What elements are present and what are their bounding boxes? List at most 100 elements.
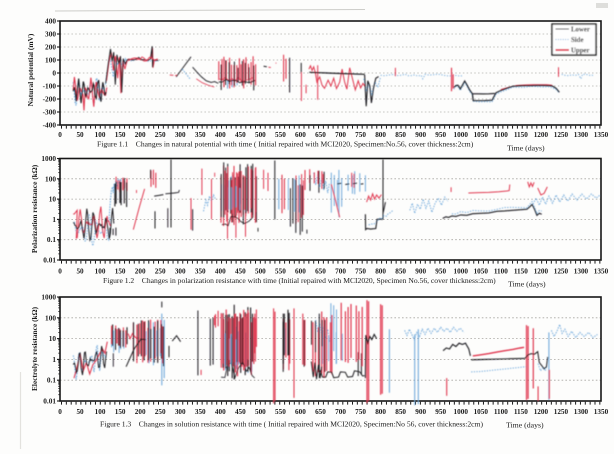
svg-text:50: 50 bbox=[76, 408, 84, 416]
svg-text:50: 50 bbox=[76, 131, 84, 139]
svg-text:1100: 1100 bbox=[494, 268, 508, 276]
svg-text:350: 350 bbox=[195, 131, 206, 139]
svg-text:450: 450 bbox=[235, 268, 246, 276]
svg-text:50: 50 bbox=[76, 268, 84, 276]
svg-text:1: 1 bbox=[52, 215, 56, 224]
svg-text:550: 550 bbox=[275, 408, 286, 416]
svg-text:400: 400 bbox=[215, 268, 226, 276]
svg-text:900: 900 bbox=[415, 268, 426, 276]
svg-text:800: 800 bbox=[375, 408, 386, 416]
svg-text:100: 100 bbox=[45, 56, 56, 65]
svg-text:150: 150 bbox=[115, 408, 126, 416]
svg-text:10: 10 bbox=[49, 195, 57, 204]
svg-text:1350: 1350 bbox=[594, 268, 609, 276]
svg-text:950: 950 bbox=[435, 408, 446, 416]
svg-text:1000: 1000 bbox=[454, 131, 469, 139]
svg-text:1150: 1150 bbox=[514, 131, 528, 139]
svg-text:100: 100 bbox=[95, 131, 106, 139]
svg-text:450: 450 bbox=[235, 408, 246, 416]
svg-text:700: 700 bbox=[335, 131, 346, 139]
svg-text:Electrolyte resistance (kΩ): Electrolyte resistance (kΩ) bbox=[30, 306, 39, 391]
svg-text:1350: 1350 bbox=[594, 408, 609, 416]
svg-text:0: 0 bbox=[52, 69, 56, 78]
svg-text:1100: 1100 bbox=[494, 408, 508, 416]
svg-text:250: 250 bbox=[155, 131, 166, 139]
svg-text:0: 0 bbox=[58, 408, 62, 416]
svg-text:300: 300 bbox=[45, 30, 56, 39]
svg-text:200: 200 bbox=[135, 131, 146, 139]
svg-text:1200: 1200 bbox=[534, 131, 549, 139]
svg-text:Figure 1.3 Changes in solut: Figure 1.3 Changes in solution resistanc… bbox=[100, 420, 483, 429]
svg-text:500: 500 bbox=[255, 131, 266, 139]
svg-text:600: 600 bbox=[295, 131, 306, 139]
svg-text:Lower: Lower bbox=[571, 27, 590, 34]
svg-text:Figure 1.2 Changes in polar: Figure 1.2 Changes in polarization resis… bbox=[103, 276, 496, 285]
svg-text:Natural potential (mV): Natural potential (mV) bbox=[26, 33, 35, 106]
svg-text:0: 0 bbox=[58, 131, 62, 139]
svg-text:450: 450 bbox=[235, 131, 246, 139]
svg-text:1150: 1150 bbox=[514, 408, 528, 416]
svg-text:800: 800 bbox=[375, 131, 386, 139]
svg-text:100: 100 bbox=[95, 268, 106, 276]
svg-text:-100: -100 bbox=[43, 82, 57, 91]
svg-text:1000: 1000 bbox=[454, 408, 469, 416]
svg-text:500: 500 bbox=[255, 268, 266, 276]
svg-text:550: 550 bbox=[275, 268, 286, 276]
svg-text:500: 500 bbox=[255, 408, 266, 416]
svg-text:1150: 1150 bbox=[514, 268, 528, 276]
svg-text:350: 350 bbox=[195, 408, 206, 416]
svg-text:100: 100 bbox=[95, 408, 106, 416]
svg-text:1050: 1050 bbox=[474, 268, 489, 276]
svg-text:700: 700 bbox=[335, 268, 346, 276]
svg-text:100: 100 bbox=[45, 313, 56, 322]
svg-text:200: 200 bbox=[135, 268, 146, 276]
svg-text:1200: 1200 bbox=[534, 408, 549, 416]
svg-text:-300: -300 bbox=[43, 108, 57, 117]
svg-text:350: 350 bbox=[195, 268, 206, 276]
svg-text:250: 250 bbox=[155, 268, 166, 276]
svg-text:0.01: 0.01 bbox=[43, 256, 56, 265]
svg-text:Polarization resistance (kΩ): Polarization resistance (kΩ) bbox=[30, 164, 39, 253]
svg-text:650: 650 bbox=[315, 408, 326, 416]
svg-text:100: 100 bbox=[45, 174, 56, 183]
svg-text:1000: 1000 bbox=[41, 293, 56, 302]
svg-text:Figure 1.1 Changes in natur: Figure 1.1 Changes in natural potential … bbox=[97, 140, 474, 149]
svg-text:300: 300 bbox=[175, 408, 186, 416]
svg-text:0.01: 0.01 bbox=[43, 397, 56, 406]
svg-text:600: 600 bbox=[295, 408, 306, 416]
svg-text:800: 800 bbox=[375, 268, 386, 276]
svg-text:250: 250 bbox=[155, 408, 166, 416]
svg-text:Time (days): Time (days) bbox=[508, 280, 546, 289]
svg-text:700: 700 bbox=[335, 408, 346, 416]
svg-text:Upper: Upper bbox=[571, 48, 590, 55]
svg-text:850: 850 bbox=[395, 408, 406, 416]
svg-text:Time (days): Time (days) bbox=[506, 421, 544, 430]
svg-text:950: 950 bbox=[435, 268, 446, 276]
svg-text:Time (days): Time (days) bbox=[507, 144, 545, 153]
svg-text:850: 850 bbox=[395, 268, 406, 276]
svg-text:400: 400 bbox=[215, 408, 226, 416]
svg-text:200: 200 bbox=[135, 408, 146, 416]
svg-text:300: 300 bbox=[175, 131, 186, 139]
svg-text:1100: 1100 bbox=[494, 131, 508, 139]
svg-text:400: 400 bbox=[215, 131, 226, 139]
svg-text:150: 150 bbox=[115, 131, 126, 139]
svg-text:1000: 1000 bbox=[41, 154, 56, 163]
svg-text:1: 1 bbox=[52, 355, 56, 364]
svg-text:1350: 1350 bbox=[594, 131, 609, 139]
svg-text:1300: 1300 bbox=[574, 408, 589, 416]
svg-text:1300: 1300 bbox=[574, 131, 589, 139]
svg-text:900: 900 bbox=[415, 408, 426, 416]
svg-text:1300: 1300 bbox=[574, 268, 589, 276]
svg-text:550: 550 bbox=[275, 131, 286, 139]
svg-text:0.1: 0.1 bbox=[47, 376, 56, 385]
svg-text:1250: 1250 bbox=[554, 268, 569, 276]
svg-text:750: 750 bbox=[355, 408, 366, 416]
svg-text:150: 150 bbox=[115, 268, 126, 276]
svg-text:900: 900 bbox=[415, 131, 426, 139]
svg-text:300: 300 bbox=[175, 268, 186, 276]
svg-text:400: 400 bbox=[45, 17, 56, 26]
svg-text:1250: 1250 bbox=[554, 131, 569, 139]
svg-text:-200: -200 bbox=[43, 95, 57, 104]
svg-text:1200: 1200 bbox=[534, 268, 549, 276]
